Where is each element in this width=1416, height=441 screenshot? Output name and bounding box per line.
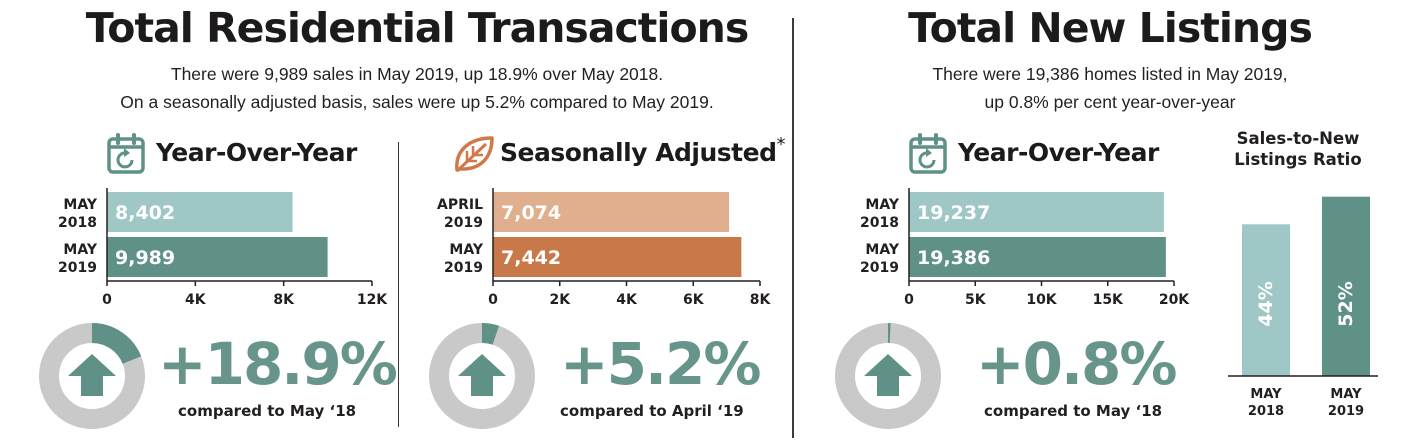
category-label-0-line-2: 2019 [444,215,483,231]
up-arrow-icon [68,354,116,396]
bar-value-label-1: 19,386 [917,247,990,269]
sales-yoy-bar-chart: 8,402 MAY 2018 9,989 MAY 2019 0 4K 8K 12K [58,188,388,308]
x-tick-label-2: 8K [273,292,295,308]
bar-value-label-0: 19,237 [917,202,990,224]
bar-value-label-0: 7,074 [501,202,561,224]
category-label-1-line-1: MAY [865,242,899,258]
right-summary-line-1: There were 19,386 homes listed in May 20… [932,64,1288,84]
left-summary-line-2: On a seasonally adjusted basis, sales we… [120,92,714,112]
category-label-0-line-2: 2018 [58,215,97,231]
bar-0 [909,192,1164,232]
sa-sales-compare: compared to April ‘19 [560,402,744,420]
sa-sales-change: +5.2% [560,330,761,398]
x-tick-label-3: 15K [1093,292,1124,308]
sa-sales-donut [429,323,535,429]
x-tick-label-2: 4K [616,292,638,308]
bar-value-label-1: 9,989 [115,247,175,269]
category-label-1-line-2: 2019 [58,260,97,276]
category-label-0-line-1: MAY [865,197,899,213]
bar-value-label-0: 8,402 [115,202,175,224]
sa-heading: Seasonally Adjusted* [500,134,785,167]
yoy-sales-change: +18.9% [158,330,398,398]
ratio-bar-1 [1322,196,1370,376]
up-arrow-icon [864,354,912,396]
x-tick-label-4: 8K [750,292,772,308]
ratio-title: Sales-to-New Listings Ratio [1228,128,1368,170]
category-label-0-line-2: 2018 [860,215,899,231]
left-inner-divider [398,142,399,427]
x-tick-label-3: 12K [357,292,388,308]
leaf-icon [455,136,494,173]
x-tick-label-3: 6K [683,292,705,308]
ratio-category-0-line-2: 2018 [1248,404,1284,419]
x-tick-label-4: 20K [1159,292,1190,308]
ratio-value-label-0: 44% [1255,281,1277,326]
left-yoy-heading: Year-Over-Year [156,138,357,167]
x-tick-label-1: 5K [965,292,987,308]
bar-value-label-1: 7,442 [501,247,561,269]
yoy-sales-donut [39,323,145,429]
bar-1 [909,237,1166,277]
category-label-1-line-1: MAY [63,242,97,258]
yoy-sales-compare: compared to May ‘18 [178,402,357,420]
sales-seasonally-adjusted-bar-chart: 7,074 APRIL 2019 7,442 MAY 2019 0 2K 4K 6K 8K [437,188,772,308]
ratio-title-line-1: Sales-to-New [1236,129,1360,148]
x-tick-label-1: 2K [549,292,571,308]
right-title: Total New Listings [908,4,1313,52]
bar-0 [493,192,730,232]
bar-0 [107,192,293,232]
yoy-listings-donut [835,323,941,429]
right-summary-line-2: up 0.8% per cent year-over-year [984,92,1236,112]
x-tick-label-2: 10K [1026,292,1057,308]
donut-slice [429,323,535,429]
ratio-bar-0 [1242,224,1290,376]
category-label-0-line-1: APRIL [437,197,483,213]
section-divider [792,18,794,438]
listings-yoy-bar-chart: 19,237 MAY 2018 19,386 MAY 2019 0 5K 10K 15K 20K [860,188,1190,308]
donut-slice [835,323,941,429]
donut-slice [39,323,145,429]
ratio-category-1-line-2: 2019 [1328,404,1364,419]
right-yoy-heading: Year-Over-Year [958,138,1159,167]
bar-1 [493,237,742,277]
left-summary-line-1: There were 9,989 sales in May 2019, up 1… [170,64,664,84]
ratio-title-line-2: Listings Ratio [1234,150,1362,169]
sales-to-new-listings-ratio-chart: 44% MAY 2018 52% MAY 2019 [1228,196,1378,419]
calendar-icon-listings [909,133,947,174]
calendar-icon [107,133,145,174]
yoy-listings-change: +0.8% [976,330,1177,398]
ratio-category-0-line-1: MAY [1250,387,1282,402]
category-label-0-line-1: MAY [63,197,97,213]
category-label-1-line-1: MAY [449,242,483,258]
sa-heading-text: Seasonally Adjusted [500,138,777,167]
x-tick-label-0: 0 [904,292,914,308]
sa-asterisk: * [776,134,786,155]
bar-1 [107,237,328,277]
category-label-1-line-2: 2019 [860,260,899,276]
category-label-1-line-2: 2019 [444,260,483,276]
ratio-value-label-1: 52% [1335,281,1357,326]
ratio-category-1-line-1: MAY [1330,387,1362,402]
x-tick-label-0: 0 [102,292,112,308]
yoy-listings-compare: compared to May ‘18 [984,402,1163,420]
x-tick-label-0: 0 [488,292,498,308]
x-tick-label-1: 4K [185,292,207,308]
left-title: Total Residential Transactions [85,4,749,52]
up-arrow-icon [458,354,506,396]
